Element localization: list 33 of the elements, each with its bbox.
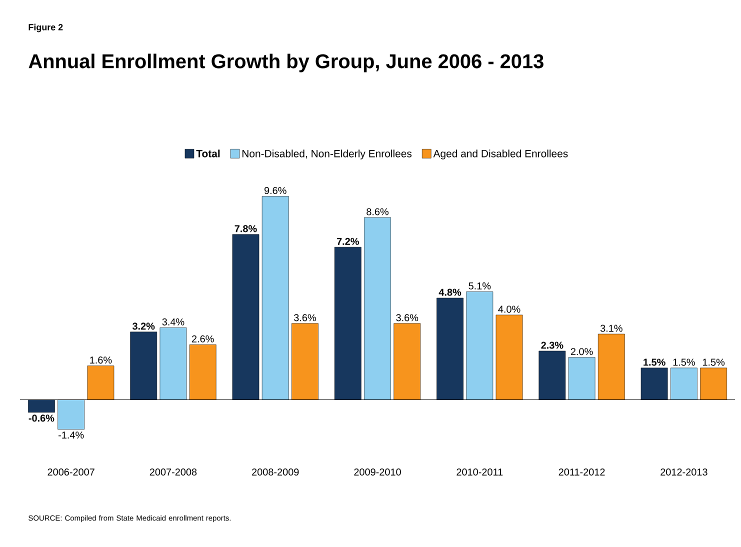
data-label: 3.2%: [132, 322, 155, 330]
x-tick-label: 2011-2012: [558, 468, 605, 476]
data-label: 4.0%: [498, 306, 520, 313]
caption: Figure 2: [28, 24, 63, 32]
data-label: 3.6%: [294, 314, 316, 322]
data-label: 2.3%: [541, 342, 564, 349]
data-label: -0.6%: [28, 414, 54, 422]
x-tick-label: 2010-2011: [456, 468, 503, 476]
data-label: 3.6%: [396, 314, 418, 322]
legend-label: Aged and Disabled Enrollees: [433, 150, 568, 160]
data-label: 7.2%: [336, 238, 359, 245]
data-label: 3.4%: [162, 318, 184, 326]
data-label: 1.5%: [644, 358, 666, 366]
data-label: 5.1%: [468, 282, 491, 290]
data-label: 4.8%: [438, 288, 462, 296]
x-tick-label: 2007-2008: [150, 468, 197, 476]
data-label: 2.0%: [570, 348, 593, 356]
data-label: -1.4%: [58, 432, 84, 439]
x-tick-label: 2008-2009: [252, 468, 299, 476]
x-tick-label: 2009-2010: [354, 468, 401, 476]
chart-title: Annual Enrollment Growth by Group, June 2006 - 2013: [28, 54, 544, 72]
x-tick-label: 2006-2007: [48, 468, 94, 476]
legend-label: Non-Disabled, Non-Elderly Enrollees: [242, 150, 412, 160]
data-label: 1.5%: [673, 358, 695, 366]
data-label: 9.6%: [264, 187, 286, 194]
data-label: 7.8%: [234, 225, 257, 232]
data-label: 8.6%: [366, 208, 389, 216]
data-label: 3.1%: [600, 324, 622, 332]
data-label: 1.6%: [90, 356, 112, 364]
data-label: 1.5%: [702, 358, 725, 366]
legend-label: Total: [196, 150, 220, 158]
x-tick-label: 2012-2013: [660, 468, 708, 476]
data-label: 2.6%: [192, 335, 214, 342]
